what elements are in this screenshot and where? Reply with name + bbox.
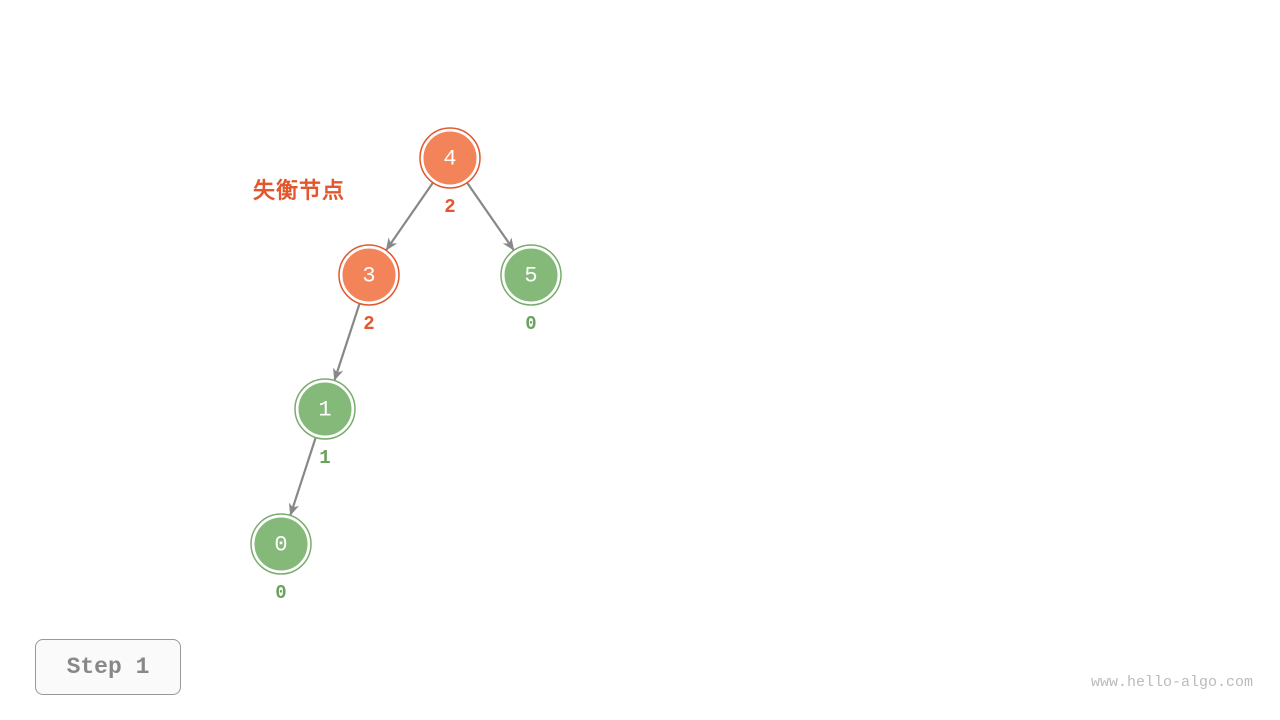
svg-text:4: 4 [443,147,456,172]
svg-text:0: 0 [275,582,286,604]
svg-text:1: 1 [318,398,331,423]
svg-text:2: 2 [363,313,374,335]
svg-text:1: 1 [319,447,330,469]
svg-text:2: 2 [444,196,455,218]
svg-text:5: 5 [524,264,537,289]
svg-text:3: 3 [362,264,375,289]
svg-text:0: 0 [274,533,287,558]
svg-text:0: 0 [525,313,536,335]
